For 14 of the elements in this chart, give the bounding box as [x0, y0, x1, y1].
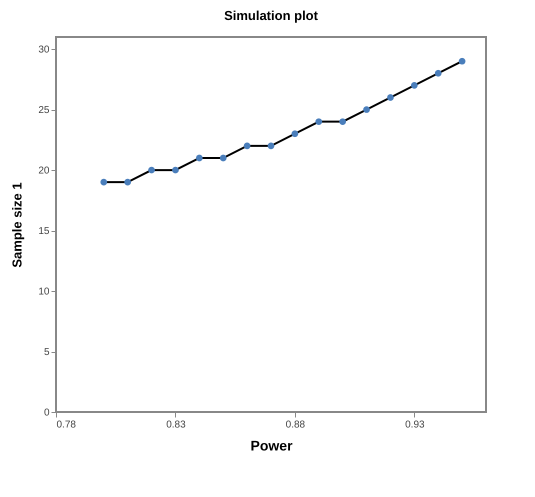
y-axis-title: Sample size 1 [9, 182, 24, 268]
y-tick-label: 0 [44, 408, 50, 418]
x-tick-label: 0.78 [56, 420, 76, 430]
x-tick-label: 0.93 [405, 420, 425, 430]
x-tick-label: 0.83 [166, 420, 186, 430]
y-tick-label: 20 [38, 166, 50, 177]
y-tick-label: 30 [38, 44, 50, 56]
y-tick-label: 25 [38, 105, 50, 116]
x-axis-title: Power [250, 438, 294, 454]
y-tick-label: 10 [38, 286, 50, 298]
y-tick-label: 5 [44, 347, 50, 358]
chart-title: Simulation plot [224, 8, 319, 23]
y-tick-label: 15 [38, 226, 50, 238]
x-tick-label: 0.88 [286, 420, 306, 430]
